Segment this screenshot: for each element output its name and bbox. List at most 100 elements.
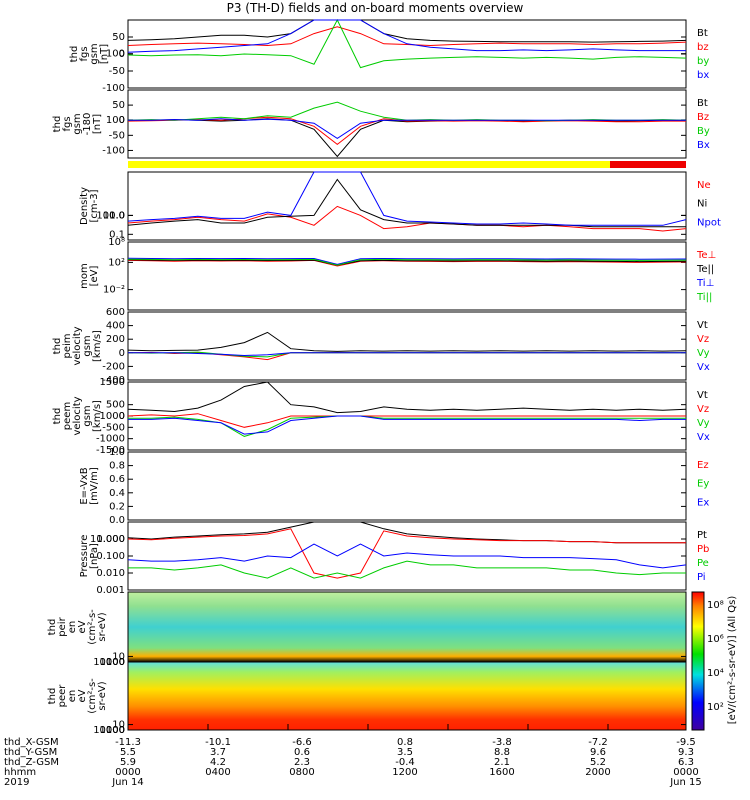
y-axis-label: gsm xyxy=(89,43,100,64)
y-tick-label: 0.010 xyxy=(96,568,125,579)
legend-Bx: Bx xyxy=(697,140,710,151)
legend-Bt: Bt xyxy=(697,28,708,39)
y-tick-label: 0.4 xyxy=(109,488,125,499)
footer-value: 2.1 xyxy=(494,757,510,768)
panel-frame xyxy=(127,521,687,591)
footer-value: -6.6 xyxy=(292,737,312,748)
legend-Vx: Vx xyxy=(697,362,710,373)
y-axis-label: thd xyxy=(69,46,80,63)
legend-Ni: Ni xyxy=(697,199,707,210)
series-line-Ti|| xyxy=(127,258,687,266)
legend-Npot: Npot xyxy=(697,217,721,228)
y-tick-label: -100 xyxy=(102,145,125,156)
footer-value: 0400 xyxy=(205,767,230,778)
y-axis-label: [km/s] xyxy=(92,400,103,432)
y-tick-label: -50 xyxy=(109,66,125,77)
panel-peer xyxy=(127,661,687,731)
y-axis-label: fgs xyxy=(79,46,90,61)
y-axis-label: thd xyxy=(52,116,63,133)
legend-Ey: Ey xyxy=(697,479,709,490)
footer-value: 1200 xyxy=(392,767,417,778)
y-tick-label: 600 xyxy=(106,307,125,318)
colorbar-tick: 10⁸ xyxy=(707,600,724,611)
panel-efield xyxy=(127,451,687,521)
y-axis-label: (cm²-s- xyxy=(87,678,98,714)
y-tick-label: 200 xyxy=(106,334,125,345)
legend-Vy: Vy xyxy=(697,418,710,429)
panel-frame xyxy=(127,19,687,89)
footer-value: -9.5 xyxy=(676,737,696,748)
footer-value: 9.3 xyxy=(678,747,694,758)
y-axis-label: thd xyxy=(47,688,58,705)
y-tick-label: 1000 xyxy=(100,657,125,668)
y-axis-label: eV xyxy=(77,689,88,702)
footer-value: 2000 xyxy=(585,767,610,778)
y-tick-label: 1000 xyxy=(100,411,125,422)
panel-frame xyxy=(127,89,687,159)
y-axis-label: [cm-3] xyxy=(89,189,100,222)
panel-frame xyxy=(127,171,687,241)
y-tick-label: 1000 xyxy=(100,725,125,736)
y-axis-label: fgs xyxy=(62,116,73,131)
y-tick-label: -100 xyxy=(102,83,125,94)
y-axis-label: peim xyxy=(62,333,73,358)
legend-bz: bz xyxy=(697,42,709,53)
y-tick-label: 10⁸ xyxy=(108,237,125,248)
y-tick-label: 0 xyxy=(119,115,125,126)
y-tick-label: 10² xyxy=(108,257,125,268)
footer-value: -3.8 xyxy=(492,737,512,748)
y-tick-label: 100.0 xyxy=(96,210,125,221)
y-axis-label: thd xyxy=(52,408,63,425)
y-tick-label: 0.001 xyxy=(96,585,125,596)
series-line-Vx xyxy=(128,415,686,435)
y-axis-label: Pressure xyxy=(79,535,90,578)
legend-Pb: Pb xyxy=(697,544,709,555)
legend-Ex: Ex xyxy=(697,497,709,508)
y-tick-label: 0.0 xyxy=(109,515,125,526)
y-tick-label: 10⁻² xyxy=(103,285,125,296)
legend-Ne: Ne xyxy=(697,180,711,191)
colorbar-tick: 10² xyxy=(707,702,724,713)
series-line-bx xyxy=(127,19,686,53)
y-axis-label: gsm xyxy=(82,335,93,356)
panel-mom-temp xyxy=(127,241,687,311)
footer-label: thd_Z-GSM xyxy=(4,757,59,768)
y-tick-label: 10 xyxy=(112,651,125,662)
y-tick-label: 1.0 xyxy=(109,210,125,221)
y-axis-label: E=-VxB xyxy=(79,467,90,504)
footer-label: thd_Y-GSM xyxy=(4,747,57,758)
y-tick-label: 50 xyxy=(112,100,125,111)
panel-fgs xyxy=(127,18,687,89)
series-line-Vx xyxy=(128,352,686,357)
series-line-Npot xyxy=(127,171,687,226)
panel-peem xyxy=(127,381,687,451)
spectrogram-peir xyxy=(128,592,686,662)
y-axis-label: sr-eV) xyxy=(97,681,108,710)
series-line-Te⊥ xyxy=(127,259,687,267)
y-axis-label: Density xyxy=(79,187,90,225)
footer-value: 8.8 xyxy=(494,747,510,758)
legend-Ti||: Ti|| xyxy=(696,292,712,303)
y-tick-label: 50 xyxy=(112,32,125,43)
y-tick-label: 100 xyxy=(106,725,125,736)
spectrogram-peer xyxy=(128,662,686,730)
footer-value: 0.8 xyxy=(397,737,413,748)
legend-Te⊥: Te⊥ xyxy=(696,250,716,261)
series-line-bz xyxy=(127,26,687,47)
legend-Vt: Vt xyxy=(697,320,708,331)
footer-value: 0.6 xyxy=(294,747,310,758)
series-line-Pe xyxy=(128,560,686,579)
y-tick-label: -200 xyxy=(102,361,125,372)
legend-Vx: Vx xyxy=(697,432,710,443)
y-axis-label: en xyxy=(67,690,78,703)
y-tick-label: 1500 xyxy=(100,377,125,388)
y-tick-label: 100 xyxy=(106,115,125,126)
y-axis-label: sr-eV) xyxy=(97,612,108,641)
series-line-Vt xyxy=(127,331,687,352)
y-axis-label: thd xyxy=(52,338,63,355)
y-tick-label: 100 xyxy=(106,49,125,60)
series-line-Bt xyxy=(127,19,687,43)
y-tick-label: -1000 xyxy=(96,434,125,445)
y-tick-label: 500 xyxy=(106,400,125,411)
